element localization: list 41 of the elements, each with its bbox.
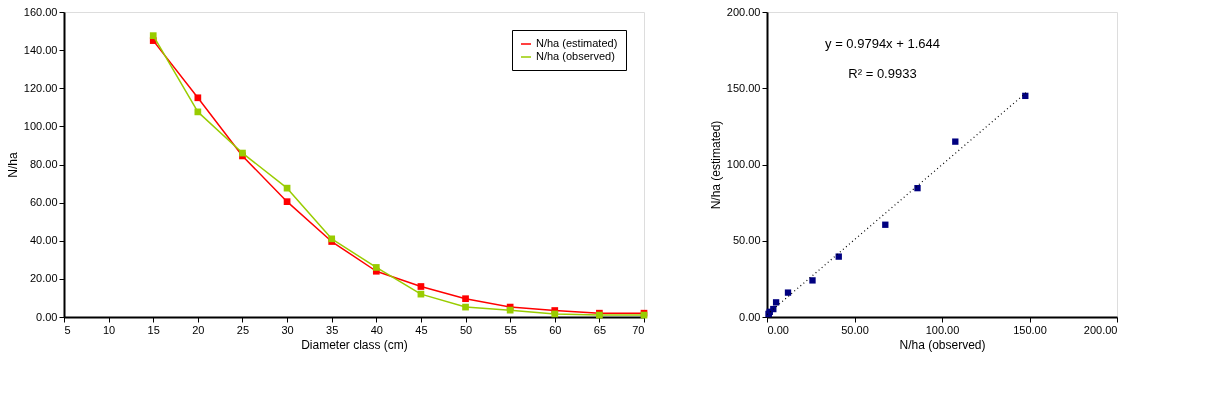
x-tick-label: 40 bbox=[370, 323, 383, 336]
y-tick-label: 20.00 bbox=[29, 272, 58, 285]
x-tick-label: 65 bbox=[593, 323, 607, 336]
y-tick-label: 120.00 bbox=[23, 81, 58, 94]
legend-label: N/ha (estimated) bbox=[536, 37, 618, 49]
y-tick-label: 100.00 bbox=[23, 119, 58, 132]
x-axis-title: N/ha (observed) bbox=[899, 337, 986, 352]
y-tick-label: 200.00 bbox=[726, 5, 761, 18]
x-tick-label: 100.00 bbox=[925, 323, 960, 336]
x-tick-label: 25 bbox=[236, 323, 250, 336]
x-tick-label: 35 bbox=[326, 323, 339, 336]
y-tick-label: 0.00 bbox=[36, 310, 58, 323]
y-tick-label: 80.00 bbox=[29, 158, 58, 170]
x-tick-label: 70 bbox=[632, 323, 645, 336]
x-tick-label: 45 bbox=[415, 323, 428, 336]
annotation: R² = 0.9933 bbox=[848, 66, 917, 81]
x-tick-label: 10 bbox=[102, 323, 116, 336]
y-tick-label: 60.00 bbox=[29, 196, 58, 209]
x-tick-label: 200.00 bbox=[1083, 323, 1118, 336]
x-tick-label: 150.00 bbox=[1013, 323, 1047, 336]
y-tick-label: 140.00 bbox=[23, 43, 58, 56]
y-tick-label: 150.00 bbox=[726, 81, 761, 94]
annotation: y = 0.9794x + 1.644 bbox=[825, 36, 940, 51]
x-tick-label: 55 bbox=[504, 323, 517, 336]
y-tick-label: 160.00 bbox=[23, 5, 58, 18]
x-tick-label: 30 bbox=[281, 323, 294, 336]
x-tick-label: 0.00 bbox=[767, 323, 789, 336]
x-tick-label: 15 bbox=[147, 323, 160, 336]
y-tick-label: 40.00 bbox=[29, 234, 58, 247]
legend-label: N/ha (observed) bbox=[536, 50, 615, 62]
x-tick-label: 50 bbox=[459, 323, 473, 336]
x-tick-label: 60 bbox=[549, 323, 562, 336]
x-axis-title: Diameter class (cm) bbox=[301, 337, 408, 352]
y-axis-title: N/ha bbox=[5, 152, 20, 178]
y-tick-label: 100.00 bbox=[726, 158, 761, 170]
y-tick-label: 0.00 bbox=[739, 310, 761, 323]
x-tick-label: 5 bbox=[64, 323, 71, 336]
x-tick-label: 50.00 bbox=[841, 323, 869, 336]
y-axis-title: N/ha (estimated) bbox=[708, 120, 723, 210]
y-tick-label: 50.00 bbox=[732, 234, 761, 247]
x-tick-label: 20 bbox=[192, 323, 205, 336]
